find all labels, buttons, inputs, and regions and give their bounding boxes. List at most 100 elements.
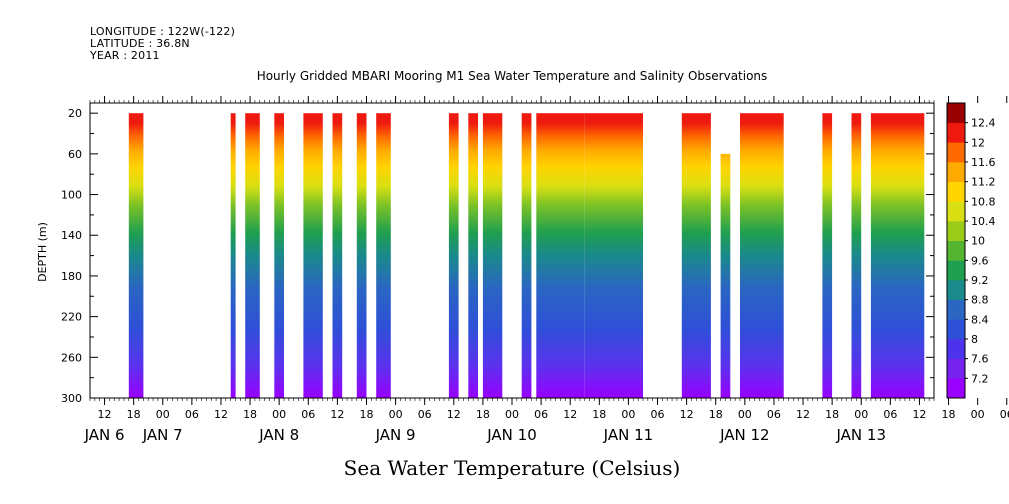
data-segment-11: [482, 113, 503, 398]
colorbar-tick-label: 7.6: [971, 353, 989, 366]
data-segment-8: [376, 113, 391, 398]
x-day-label: JAN 11: [603, 426, 654, 444]
x-hour-tick-label: 00: [505, 408, 519, 421]
x-hour-tick-label: 18: [359, 408, 373, 421]
x-hour-tick-label: 18: [476, 408, 490, 421]
colorbar-swatch: [947, 240, 965, 261]
colorbar-swatch: [947, 299, 965, 320]
colorbar-tick-label: 11.2: [971, 176, 996, 189]
colorbar-swatch: [947, 103, 965, 123]
x-hour-tick-label: 00: [389, 408, 403, 421]
colorbar-tick-label: 10.8: [971, 195, 996, 208]
data-segment-5: [303, 113, 323, 398]
colorbar-tick-label: 8.8: [971, 294, 989, 307]
colorbar-swatch: [947, 221, 965, 241]
plot-frame: [89, 102, 935, 399]
x-hour-tick-label: 06: [185, 408, 199, 421]
colorbar-tick-label: 12.4: [971, 117, 996, 130]
longitude-label: LONGITUDE : 122W(-122): [90, 25, 236, 38]
y-tick-label: 100: [61, 189, 82, 202]
chart-title: Hourly Gridded MBARI Mooring M1 Sea Wate…: [257, 69, 768, 83]
x-hour-tick-label: 00: [854, 408, 868, 421]
year-label: YEAR : 2011: [90, 49, 160, 62]
colorbar-tick-label: 7.2: [971, 372, 989, 385]
colorbar-swatch: [947, 201, 965, 222]
colorbar-label: Sea Water Temperature (Celsius): [344, 456, 681, 480]
x-hour-tick-label: 12: [214, 408, 228, 421]
data-segment-9: [448, 113, 459, 398]
x-day-label: JAN 6: [84, 426, 125, 444]
x-hour-tick-label: 06: [1000, 408, 1009, 421]
y-tick-label: 20: [68, 107, 82, 120]
colorbar-swatch: [947, 260, 965, 281]
latitude-label: LATITUDE : 36.8N: [90, 37, 190, 50]
x-hour-tick-label: 06: [301, 408, 315, 421]
x-hour-tick-label: 18: [243, 408, 257, 421]
data-segment-1: [128, 113, 144, 398]
colorbar-swatch: [947, 339, 965, 359]
x-hour-tick-label: 18: [592, 408, 606, 421]
data-segment-4: [274, 113, 284, 398]
x-hour-tick-label: 00: [156, 408, 170, 421]
x-hour-tick-label: 12: [330, 408, 344, 421]
x-hour-tick-label: 18: [709, 408, 723, 421]
y-tick-label: 140: [61, 229, 82, 242]
data-segment-15: [681, 113, 711, 398]
x-hour-tick-label: 00: [738, 408, 752, 421]
x-hour-tick-label: 18: [127, 408, 141, 421]
data-segment-2: [230, 113, 236, 398]
colorbar-frame: [946, 102, 966, 399]
data-segment-19: [851, 113, 862, 398]
x-hour-tick-label: 12: [912, 408, 926, 421]
colorbar-tick-label: 9.2: [971, 274, 989, 287]
colorbar-tick-label: 10.4: [971, 215, 996, 228]
y-tick-label: 60: [68, 148, 82, 161]
data-segment-16: [720, 153, 731, 398]
data-segment-14: [584, 113, 643, 398]
data-segment-6: [332, 113, 343, 398]
x-hour-tick-label: 12: [680, 408, 694, 421]
data-segment-12: [521, 113, 532, 398]
colorbar-swatch: [947, 280, 965, 300]
y-tick-label: 300: [61, 392, 82, 405]
x-hour-tick-label: 18: [825, 408, 839, 421]
x-hour-tick-label: 00: [621, 408, 635, 421]
colorbar-tick-label: 11.6: [971, 156, 996, 169]
x-day-label: JAN 7: [142, 426, 183, 444]
x-day-label: JAN 10: [486, 426, 537, 444]
x-hour-tick-label: 06: [651, 408, 665, 421]
x-hour-tick-label: 00: [272, 408, 286, 421]
x-hour-tick-label: 12: [563, 408, 577, 421]
data-segment-18: [822, 113, 833, 398]
data-segment-10: [468, 113, 478, 398]
colorbar-swatch: [947, 162, 965, 182]
colorbar-swatch: [947, 122, 965, 143]
x-hour-tick-label: 18: [942, 408, 956, 421]
colorbar-tick-label: 8.4: [971, 313, 989, 326]
data-segment-3: [245, 113, 260, 398]
x-day-label: JAN 8: [258, 426, 299, 444]
x-hour-tick-label: 06: [767, 408, 781, 421]
x-hour-tick-label: 06: [418, 408, 432, 421]
x-day-label: JAN 12: [719, 426, 770, 444]
x-day-label: JAN 9: [375, 426, 416, 444]
data-segment-13: [536, 113, 585, 398]
data-segment-20: [870, 113, 925, 398]
y-tick-label: 180: [61, 270, 82, 283]
colorbar-tick-label: 9.6: [971, 254, 989, 267]
colorbar-tick-label: 8: [971, 333, 978, 346]
x-day-label: JAN 13: [835, 426, 886, 444]
x-hour-tick-label: 00: [971, 408, 985, 421]
y-tick-label: 220: [61, 311, 82, 324]
colorbar-tick-label: 10: [971, 235, 985, 248]
y-axis-label: DEPTH (m): [36, 222, 49, 282]
colorbar-tick-label: 12: [971, 136, 985, 149]
colorbar-swatch: [947, 319, 965, 340]
colorbar-swatch: [947, 358, 965, 379]
x-hour-tick-label: 12: [796, 408, 810, 421]
x-hour-tick-label: 12: [98, 408, 112, 421]
x-hour-tick-label: 06: [534, 408, 548, 421]
x-hour-tick-label: 12: [447, 408, 461, 421]
data-segment-17: [740, 113, 784, 398]
